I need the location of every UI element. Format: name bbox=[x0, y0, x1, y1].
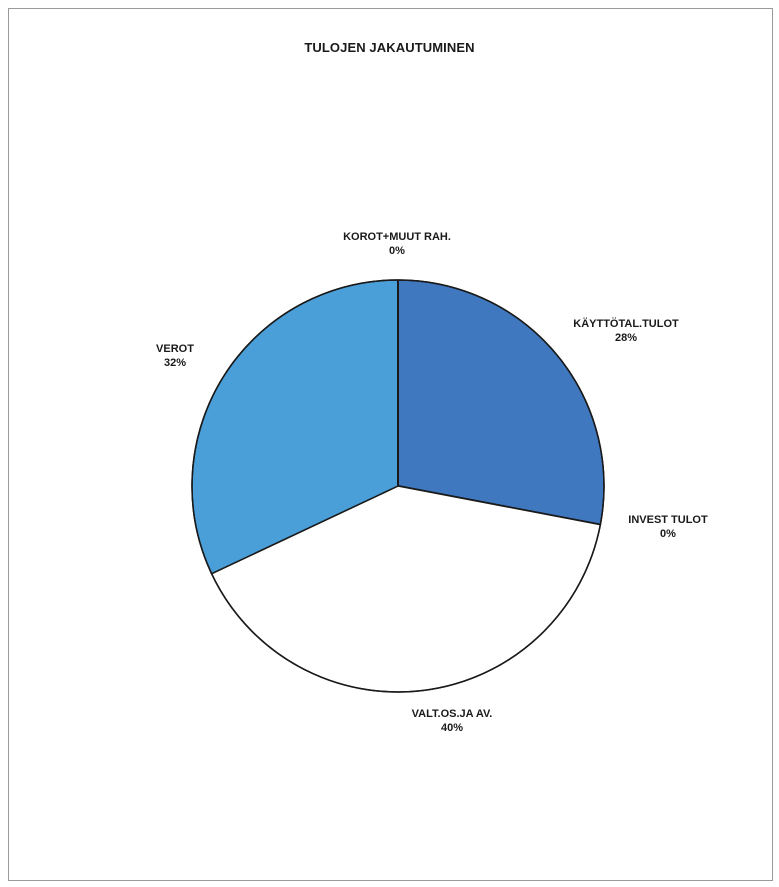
slice-label-1: KÄYTTÖTAL.TULOT bbox=[573, 317, 679, 330]
pie-slice-1 bbox=[397, 279, 605, 526]
chart-title: TULOJEN JAKAUTUMINEN bbox=[304, 40, 475, 55]
slice-label-5: KOROT+MUUT RAH. bbox=[343, 231, 451, 243]
pie-outline bbox=[191, 279, 605, 693]
slice-pct-2: 0% bbox=[660, 528, 676, 540]
slice-pct-3: 40% bbox=[441, 722, 463, 734]
slice-label-4: VEROT bbox=[156, 343, 194, 355]
slice-label-3: VALT.OS.JA AV. bbox=[412, 708, 493, 720]
slice-pct-4: 32% bbox=[164, 357, 186, 369]
slice-pct-1: 28% bbox=[615, 332, 637, 344]
slice-pct-5: 0% bbox=[389, 245, 405, 257]
slice-label-2: INVEST TULOT bbox=[628, 514, 708, 526]
